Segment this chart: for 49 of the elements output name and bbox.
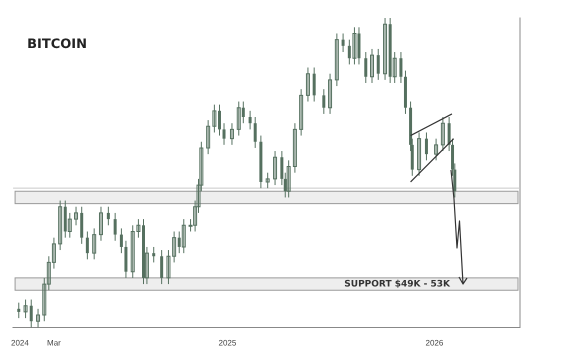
x-tick-label: 2025 bbox=[218, 338, 237, 348]
candlestick bbox=[299, 88, 304, 136]
text: BITCOIN bbox=[27, 36, 88, 52]
candlestick bbox=[342, 32, 345, 53]
candlestick bbox=[106, 206, 110, 226]
candlestick bbox=[417, 132, 422, 176]
candlestick bbox=[440, 116, 445, 152]
candlestick bbox=[120, 228, 123, 254]
candlestick bbox=[286, 160, 291, 198]
candlestick bbox=[222, 122, 226, 146]
candlestick bbox=[236, 101, 241, 136]
candlestick bbox=[383, 18, 388, 80]
candlestick bbox=[370, 48, 374, 84]
candlestick bbox=[58, 200, 62, 251]
candlestick bbox=[98, 206, 103, 242]
x-tick-label: 2026 bbox=[425, 338, 444, 348]
candlestick bbox=[182, 218, 186, 254]
candlestick bbox=[334, 32, 339, 87]
candlestick bbox=[292, 122, 297, 174]
candlestick bbox=[248, 110, 252, 130]
candlestick bbox=[266, 172, 270, 189]
candlestick bbox=[254, 116, 257, 148]
candlestick bbox=[328, 73, 332, 114]
candlestick bbox=[306, 67, 310, 102]
candlestick bbox=[312, 67, 316, 102]
candlestick bbox=[36, 308, 40, 328]
candlestick bbox=[424, 132, 428, 161]
candlestick bbox=[17, 302, 20, 319]
x-tick-label: Mar bbox=[47, 338, 62, 348]
band-label: SUPPORT $49K - 53K bbox=[344, 279, 452, 290]
candlestick bbox=[74, 206, 78, 226]
x-tick-label: 2024 bbox=[11, 338, 30, 348]
candlestick bbox=[24, 299, 28, 319]
candlestick bbox=[114, 212, 117, 242]
candlestick bbox=[30, 299, 33, 328]
candlestick bbox=[376, 48, 380, 80]
candlestick bbox=[273, 150, 278, 186]
candlestick bbox=[434, 138, 438, 161]
candlestick bbox=[322, 88, 326, 114]
candlestick bbox=[399, 52, 402, 84]
candlestick bbox=[206, 120, 210, 155]
candlestick bbox=[86, 230, 89, 260]
candlestick bbox=[230, 122, 234, 146]
candlestick bbox=[130, 224, 135, 278]
candlestick bbox=[152, 246, 156, 263]
candlestick bbox=[160, 250, 164, 285]
candlestick bbox=[364, 52, 368, 84]
candlestick bbox=[352, 26, 356, 65]
candlestick bbox=[92, 228, 96, 260]
